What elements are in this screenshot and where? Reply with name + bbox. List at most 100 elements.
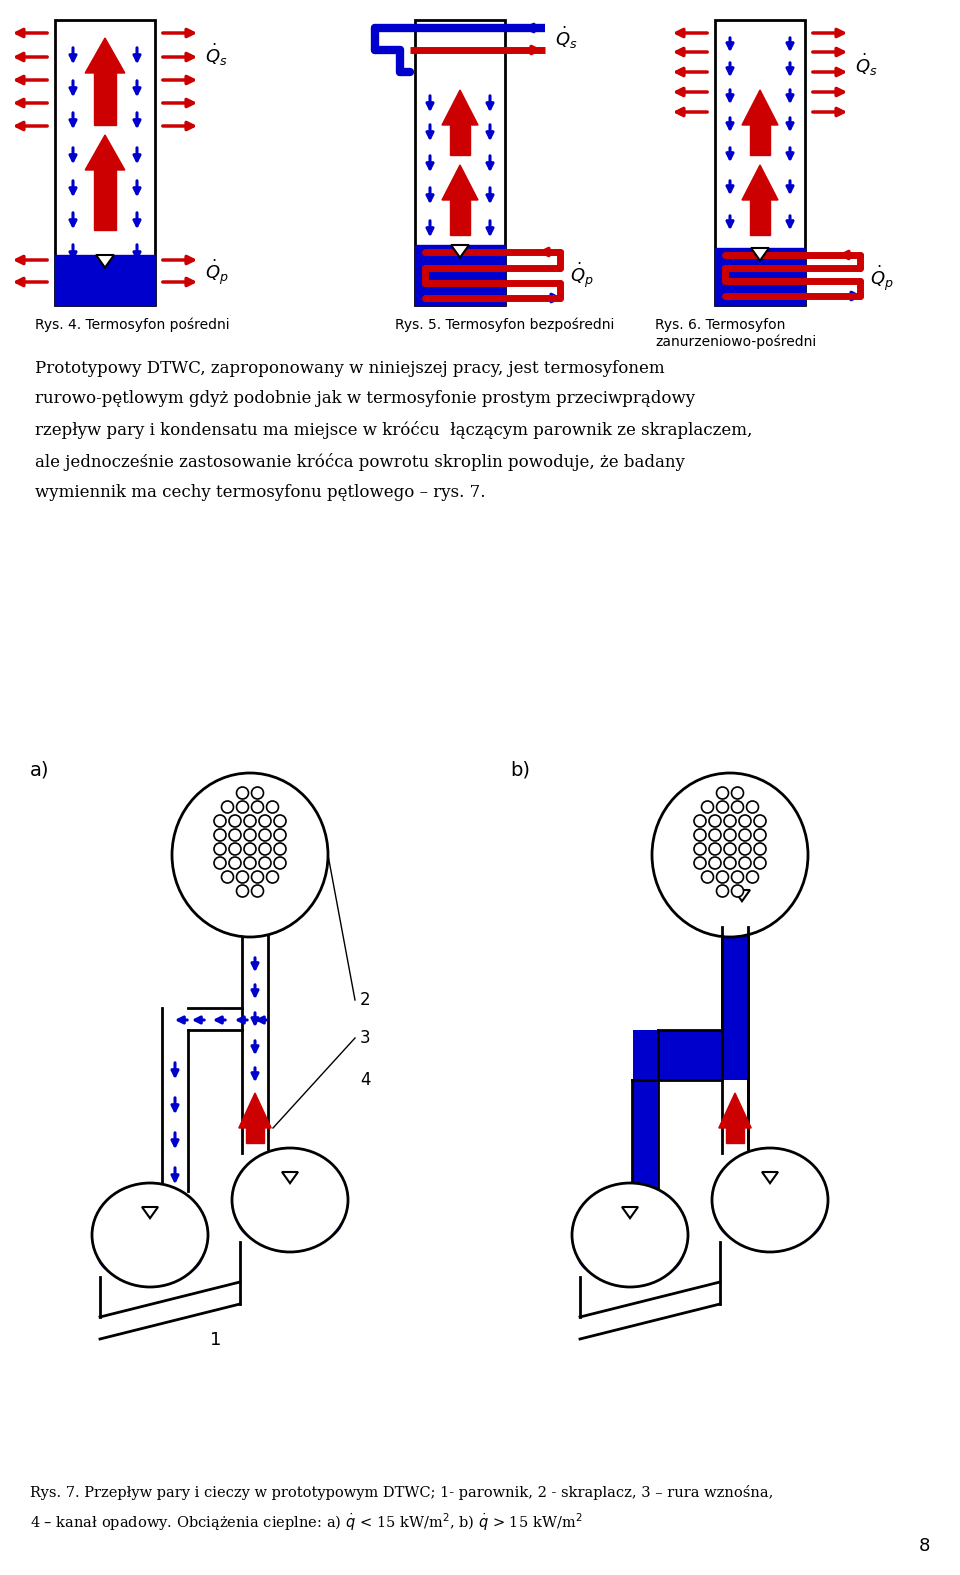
Circle shape <box>229 843 241 855</box>
Polygon shape <box>734 890 750 901</box>
Ellipse shape <box>97 1224 203 1284</box>
Ellipse shape <box>712 1148 828 1252</box>
Circle shape <box>637 1252 647 1262</box>
Polygon shape <box>85 38 125 72</box>
Bar <box>750 124 770 154</box>
Circle shape <box>619 1238 629 1247</box>
Bar <box>633 1080 657 1191</box>
Circle shape <box>145 1252 155 1262</box>
Circle shape <box>259 857 271 869</box>
Circle shape <box>252 885 263 898</box>
Ellipse shape <box>577 1224 683 1284</box>
Bar <box>450 200 470 235</box>
Circle shape <box>229 814 241 827</box>
Circle shape <box>279 1230 289 1240</box>
Circle shape <box>709 857 721 869</box>
Circle shape <box>771 1230 781 1240</box>
Polygon shape <box>85 135 125 170</box>
Circle shape <box>702 802 713 813</box>
Circle shape <box>291 1203 301 1213</box>
Polygon shape <box>762 1172 778 1183</box>
Circle shape <box>252 788 263 799</box>
Circle shape <box>297 1217 307 1227</box>
Circle shape <box>754 814 766 827</box>
Circle shape <box>694 857 706 869</box>
Text: Rys. 7. Przepływ pary i cieczy w prototypowym DTWC; 1- parownik, 2 - skraplacz, : Rys. 7. Przepływ pary i cieczy w prototy… <box>30 1485 774 1534</box>
Circle shape <box>625 1252 635 1262</box>
Circle shape <box>252 871 263 884</box>
Text: $\dot{Q}_s$: $\dot{Q}_s$ <box>555 25 578 50</box>
Circle shape <box>285 1217 295 1227</box>
Text: $\dot{Q}_s$: $\dot{Q}_s$ <box>855 52 877 79</box>
Ellipse shape <box>172 773 328 937</box>
Circle shape <box>631 1238 641 1247</box>
Polygon shape <box>451 246 469 258</box>
Circle shape <box>214 814 226 827</box>
Polygon shape <box>742 165 778 200</box>
Circle shape <box>151 1238 161 1247</box>
Circle shape <box>222 802 233 813</box>
Ellipse shape <box>652 773 808 937</box>
Bar <box>723 928 747 1080</box>
Circle shape <box>279 1203 289 1213</box>
Circle shape <box>229 828 241 841</box>
Ellipse shape <box>572 1183 688 1287</box>
Text: 3: 3 <box>360 1028 371 1047</box>
Circle shape <box>244 843 256 855</box>
Polygon shape <box>742 90 778 124</box>
Circle shape <box>259 843 271 855</box>
Circle shape <box>214 857 226 869</box>
Circle shape <box>716 871 729 884</box>
Circle shape <box>139 1265 149 1276</box>
Circle shape <box>273 1217 283 1227</box>
Circle shape <box>724 843 736 855</box>
Circle shape <box>229 857 241 869</box>
Bar <box>55 255 155 306</box>
Circle shape <box>163 1238 173 1247</box>
Text: $\dot{Q}_s$: $\dot{Q}_s$ <box>205 43 228 68</box>
Circle shape <box>724 814 736 827</box>
Ellipse shape <box>92 1183 208 1287</box>
Circle shape <box>771 1203 781 1213</box>
Circle shape <box>694 843 706 855</box>
Circle shape <box>732 802 743 813</box>
Circle shape <box>753 1217 763 1227</box>
Text: 1: 1 <box>210 1331 222 1350</box>
Bar <box>633 1030 735 1080</box>
Polygon shape <box>239 1093 271 1128</box>
Circle shape <box>291 1230 301 1240</box>
Circle shape <box>613 1252 623 1262</box>
Circle shape <box>222 871 233 884</box>
Bar <box>55 20 155 306</box>
Circle shape <box>716 885 729 898</box>
Circle shape <box>607 1238 617 1247</box>
Polygon shape <box>442 165 478 200</box>
Text: Rys. 4. Termosyfon pośredni: Rys. 4. Termosyfon pośredni <box>35 318 229 332</box>
Circle shape <box>274 857 286 869</box>
Polygon shape <box>719 1093 752 1128</box>
Circle shape <box>267 871 278 884</box>
Polygon shape <box>751 247 769 260</box>
Circle shape <box>236 885 249 898</box>
Circle shape <box>151 1265 161 1276</box>
Circle shape <box>694 828 706 841</box>
Text: $\dot{Q}_p$: $\dot{Q}_p$ <box>570 260 594 290</box>
Bar <box>137 1188 163 1208</box>
Bar <box>715 20 805 306</box>
Circle shape <box>236 788 249 799</box>
Circle shape <box>709 814 721 827</box>
Circle shape <box>754 857 766 869</box>
Circle shape <box>133 1252 143 1262</box>
Text: Rys. 5. Termosyfon bezpośredni: Rys. 5. Termosyfon bezpośredni <box>395 318 614 332</box>
Circle shape <box>244 814 256 827</box>
Polygon shape <box>96 255 114 268</box>
Circle shape <box>157 1252 167 1262</box>
Circle shape <box>783 1203 793 1213</box>
Circle shape <box>709 843 721 855</box>
Circle shape <box>724 857 736 869</box>
Circle shape <box>765 1217 775 1227</box>
Circle shape <box>754 843 766 855</box>
Text: $\dot{Q}_p$: $\dot{Q}_p$ <box>205 257 228 287</box>
Circle shape <box>747 871 758 884</box>
Text: b): b) <box>510 761 530 780</box>
